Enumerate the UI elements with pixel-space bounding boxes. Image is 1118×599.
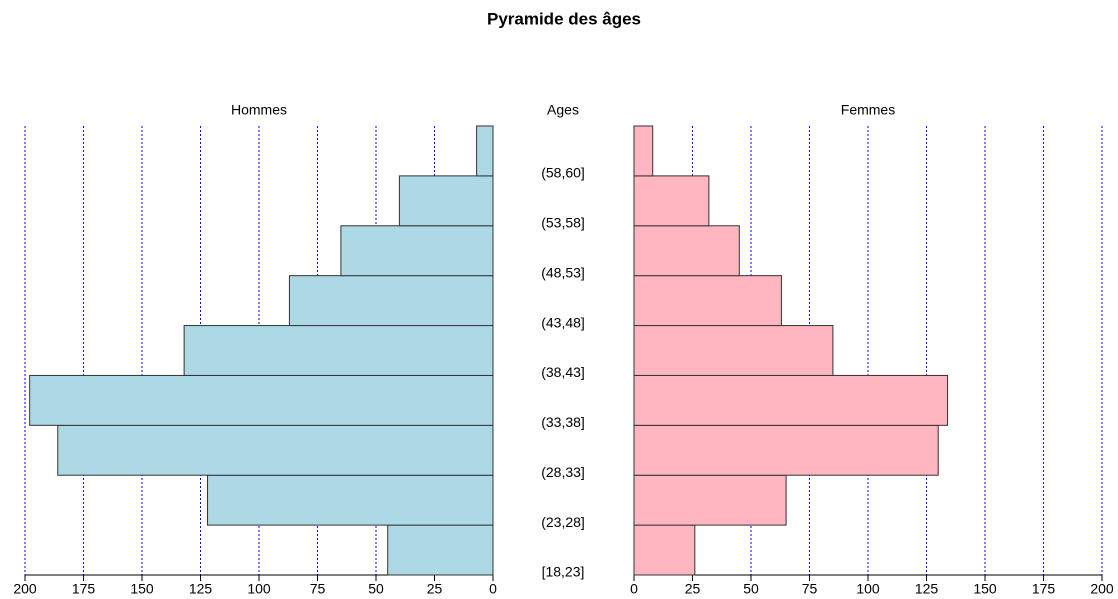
category-label: [18,23]: [542, 564, 585, 580]
center-label: Ages: [547, 102, 579, 118]
bar: [207, 474, 494, 526]
x-tick-label: 100: [247, 581, 271, 597]
category-label: (23,28]: [541, 514, 585, 530]
category-label: (33,38]: [541, 414, 585, 430]
bar: [387, 524, 494, 576]
bar: [288, 275, 494, 327]
bar: [633, 325, 834, 376]
category-label: (48,53]: [541, 264, 585, 280]
bar: [398, 175, 494, 227]
bar: [633, 275, 782, 327]
panel-title: Femmes: [841, 102, 895, 118]
x-tick-label: 100: [856, 581, 880, 597]
x-tick-label: 200: [1090, 581, 1114, 597]
x-tick-label: 0: [630, 581, 638, 597]
x-tick-label: 150: [973, 581, 997, 597]
bar: [476, 125, 494, 177]
category-label: (58,60]: [541, 165, 585, 181]
x-tick-label: 75: [802, 581, 818, 597]
x-tick-label: 125: [915, 581, 939, 597]
bar: [340, 225, 494, 277]
bar: [633, 474, 787, 526]
bar: [633, 424, 939, 476]
bar: [633, 175, 710, 227]
x-tick-label: 50: [368, 581, 384, 597]
x-tick-label: 50: [743, 581, 759, 597]
x-tick-label: 175: [72, 581, 96, 597]
bar: [633, 125, 654, 177]
bar: [633, 225, 740, 277]
x-tick-label: 125: [189, 581, 213, 597]
bar: [57, 424, 494, 476]
bar: [633, 524, 696, 576]
category-label: (43,48]: [541, 314, 585, 330]
chart-title: Pyramide des âges: [487, 9, 641, 28]
bar: [183, 325, 494, 376]
x-tick-label: 75: [310, 581, 326, 597]
x-tick-label: 25: [685, 581, 701, 597]
bar: [29, 374, 494, 426]
x-tick-label: 0: [489, 581, 497, 597]
panel-title: Hommes: [231, 102, 287, 118]
x-tick-label: 200: [13, 581, 37, 597]
category-label: (53,58]: [541, 214, 585, 230]
x-tick-label: 25: [427, 581, 443, 597]
category-label: (28,33]: [541, 464, 585, 480]
bar: [633, 374, 949, 426]
x-tick-label: 150: [130, 581, 154, 597]
x-tick-label: 175: [1032, 581, 1056, 597]
category-label: (38,43]: [541, 364, 585, 380]
